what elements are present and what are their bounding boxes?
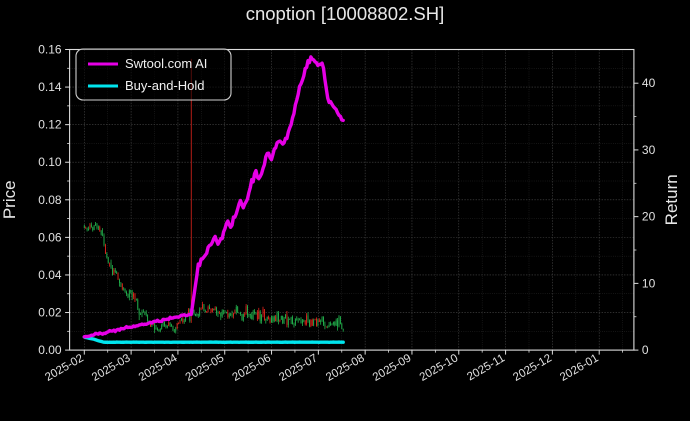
svg-text:0: 0: [642, 343, 649, 357]
svg-text:2025-10: 2025-10: [418, 352, 461, 384]
svg-text:Swtool.com AI: Swtool.com AI: [125, 56, 207, 71]
svg-text:Return: Return: [662, 174, 681, 225]
svg-text:10: 10: [642, 276, 656, 290]
svg-text:0.06: 0.06: [38, 230, 62, 244]
svg-text:0.10: 0.10: [38, 155, 62, 169]
svg-text:0.16: 0.16: [38, 43, 62, 57]
svg-text:2025-07: 2025-07: [277, 352, 320, 384]
svg-text:2025-04: 2025-04: [137, 352, 180, 384]
svg-text:2025-11: 2025-11: [465, 352, 507, 383]
svg-text:40: 40: [642, 76, 656, 90]
svg-text:Price: Price: [0, 180, 19, 219]
svg-text:0.12: 0.12: [38, 118, 62, 132]
svg-text:Buy-and-Hold: Buy-and-Hold: [125, 78, 205, 93]
svg-text:0.00: 0.00: [38, 343, 62, 357]
svg-text:2025-08: 2025-08: [324, 352, 367, 384]
svg-text:0.02: 0.02: [38, 306, 62, 320]
svg-text:2025-09: 2025-09: [371, 352, 414, 384]
svg-text:2025-06: 2025-06: [230, 352, 273, 384]
svg-text:30: 30: [642, 143, 656, 157]
svg-text:20: 20: [642, 210, 656, 224]
svg-text:0.08: 0.08: [38, 193, 62, 207]
svg-text:2025-03: 2025-03: [90, 352, 133, 384]
svg-text:2025-05: 2025-05: [184, 352, 227, 384]
svg-text:0.04: 0.04: [38, 268, 62, 282]
svg-text:2025-12: 2025-12: [511, 352, 554, 384]
svg-text:0.14: 0.14: [38, 80, 62, 94]
svg-text:2026-01: 2026-01: [558, 352, 601, 384]
